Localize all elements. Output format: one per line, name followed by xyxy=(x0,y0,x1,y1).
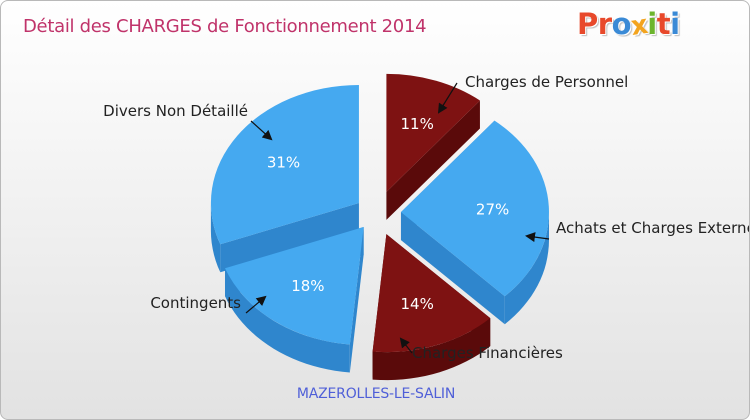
pie-category-labels: Charges de Personnel Achats et Charges Ex… xyxy=(103,73,750,362)
slice-side xyxy=(210,203,221,273)
slice-side xyxy=(372,318,491,381)
logo-letter: i xyxy=(647,7,657,41)
slice-label: Contingents xyxy=(150,294,241,312)
proxiti-logo: Proxiti xyxy=(577,7,680,42)
leader-line xyxy=(399,337,413,354)
slice-percent: 18% xyxy=(291,277,324,295)
logo-letter: t xyxy=(656,7,671,41)
logo-letter: o xyxy=(611,7,632,41)
pie-percent-labels: 11% 27% 14% 18% 31% xyxy=(267,115,509,313)
pie-slice xyxy=(400,120,549,297)
slice-percent: 14% xyxy=(401,295,434,313)
leader-line xyxy=(245,295,267,314)
slice-percent: 31% xyxy=(267,153,300,171)
leader-line xyxy=(525,232,550,243)
leader-line xyxy=(437,82,458,114)
slice-label: Achats et Charges Externes xyxy=(556,219,750,237)
pie-slice xyxy=(386,73,480,192)
pie-leader-lines xyxy=(245,82,550,354)
logo-letter: P xyxy=(577,7,598,41)
slice-label: Divers Non Détaillé xyxy=(103,102,248,120)
chart-title: Détail des CHARGES de Fonctionnement 201… xyxy=(23,16,427,37)
slice-label: Charges Financières xyxy=(412,344,563,362)
slice-wall xyxy=(220,202,359,273)
slice-wall xyxy=(349,226,364,373)
logo-letter: r xyxy=(597,7,612,41)
slice-label: Charges de Personnel xyxy=(465,73,628,91)
pie-slice xyxy=(372,234,491,353)
slice-wall xyxy=(386,100,480,220)
logo-letter: i xyxy=(670,7,680,41)
slice-side xyxy=(504,212,549,325)
slice-percent: 27% xyxy=(476,201,509,219)
slice-side xyxy=(225,268,350,373)
leader-line xyxy=(250,120,273,141)
slice-percent: 11% xyxy=(401,115,434,133)
commune-name: MAZEROLLES-LE-SALIN xyxy=(296,386,456,402)
pie-tops xyxy=(210,73,549,353)
pie-slice xyxy=(224,226,364,345)
pie-slice xyxy=(210,84,359,245)
slice-wall xyxy=(400,212,505,325)
